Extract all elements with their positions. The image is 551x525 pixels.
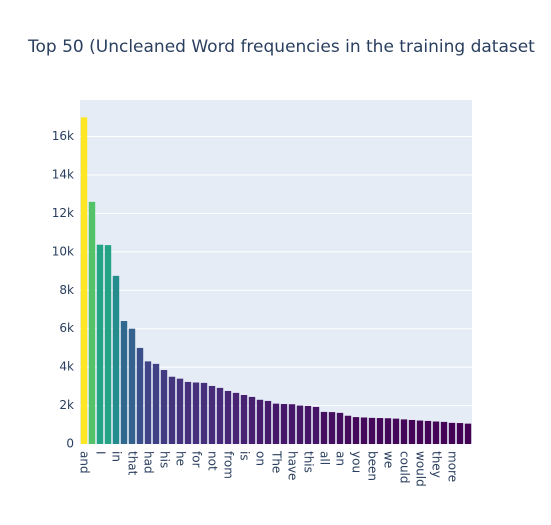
bar [184,381,192,444]
bar [384,418,392,444]
bar [216,387,224,444]
x-tick-label: I [94,451,108,455]
bar [360,417,368,444]
bar [368,417,376,444]
bar [304,405,312,444]
bar [120,321,128,444]
x-tick-label: we [382,451,396,468]
bar [192,382,200,444]
x-tick-label: not [206,451,220,471]
bar [232,392,240,444]
bar [400,419,408,444]
bar [464,423,472,444]
x-tick-label: been [366,451,380,481]
bar [256,399,264,444]
x-tick-label: an [334,451,348,466]
bar [424,420,432,444]
y-tick-label: 0 [66,437,74,451]
x-tick-label: from [222,451,236,479]
x-tick-label: they [430,451,444,478]
x-tick-label: have [286,451,300,480]
bar [312,406,320,444]
bar [200,382,208,444]
bar [88,201,96,444]
y-tick-label: 16k [52,129,74,143]
x-tick-label: could [398,451,412,484]
bar [288,404,296,444]
x-tick-label: in [110,451,124,462]
x-tick-label: he [174,451,188,466]
bar [440,421,448,444]
bar [168,376,176,444]
x-tick-label: more [446,451,460,482]
bar [136,347,144,444]
bar [208,385,216,444]
bar [392,418,400,444]
bar [240,394,248,444]
x-tick-label: The [270,450,284,473]
bar [456,423,464,444]
bar [248,396,256,444]
bar [296,405,304,444]
bar [112,275,120,444]
x-tick-label: all [318,451,332,465]
x-tick-label: would [414,451,428,487]
bar [352,417,360,444]
bar [152,363,160,444]
bar [328,412,336,444]
x-tick-label: and [78,451,92,474]
bar [432,421,440,444]
x-tick-label: had [142,451,156,474]
bar [272,403,280,444]
bar [144,361,152,444]
chart-title: Top 50 (Uncleaned Word frequencies in th… [27,37,535,57]
bar [344,415,352,444]
bar [176,378,184,444]
y-tick-label: 8k [59,283,74,297]
x-tick-label: that [126,451,140,476]
x-tick-label: his [158,451,172,468]
x-tick-label: for [190,451,204,468]
bar [160,370,168,444]
x-tick-label: this [302,451,316,473]
y-tick-label: 4k [59,360,74,374]
y-tick-label: 6k [59,321,74,335]
bar [224,390,232,444]
bar [416,420,424,444]
bar [376,418,384,444]
y-tick-label: 14k [52,167,74,181]
y-tick-label: 2k [59,398,74,412]
y-tick-label: 12k [52,206,74,220]
bar [264,400,272,444]
bar [104,245,112,444]
bar [336,412,344,444]
x-tick-label: on [254,451,268,466]
bar [408,419,416,444]
bar [96,244,104,444]
bar [128,328,136,444]
y-tick-label: 10k [52,244,74,258]
x-tick-label: is [238,451,252,461]
bar [280,404,288,444]
bar [80,117,88,445]
x-tick-label: you [350,451,364,473]
bar [448,422,456,444]
bar [320,411,328,444]
